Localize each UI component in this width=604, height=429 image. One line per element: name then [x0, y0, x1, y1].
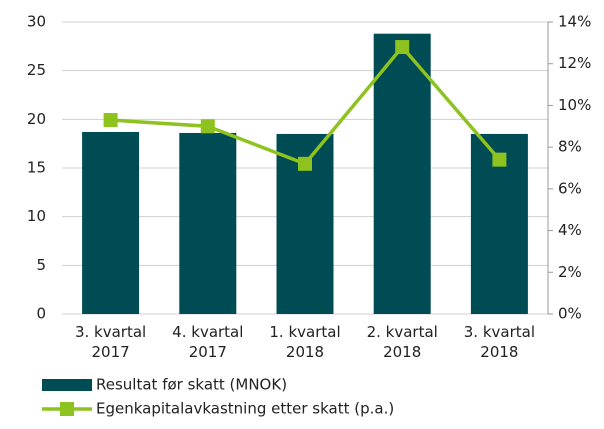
- y2-tick-label: 8%: [558, 138, 582, 156]
- x-tick-label: 2. kvartal 2018: [367, 323, 438, 361]
- x-tick-label: 1. kvartal 2018: [269, 323, 340, 361]
- line-marker: [492, 152, 507, 167]
- y2-tick-label: 12%: [558, 54, 591, 72]
- legend-swatch: [42, 379, 92, 391]
- y2-tick-label: 14%: [558, 13, 591, 31]
- line-marker: [298, 156, 312, 171]
- y-tick-label: 5: [36, 256, 46, 274]
- y-tick-label: 30: [27, 13, 46, 31]
- y2-tick-label: 4%: [558, 221, 582, 239]
- legend-label: Resultat før skatt (MNOK): [96, 376, 287, 394]
- y-tick-label: 0: [36, 305, 46, 323]
- x-tick-label: 3. kvartal 2018: [464, 323, 535, 361]
- legend-label: Egenkapitalavkastning etter skatt (p.a.): [96, 400, 394, 418]
- bar: [179, 132, 237, 314]
- bar: [373, 33, 431, 315]
- x-tick-label: 3. kvartal 2017: [75, 323, 146, 361]
- line-marker: [200, 119, 215, 134]
- y-tick-label: 10: [27, 207, 46, 225]
- y2-tick-label: 0%: [558, 305, 582, 323]
- x-tick-label: 4. kvartal 2017: [172, 323, 243, 361]
- legend-marker: [60, 402, 74, 416]
- bar: [82, 131, 140, 314]
- y-tick-label: 25: [27, 61, 46, 79]
- line-marker: [395, 40, 410, 55]
- y2-tick-label: 10%: [558, 96, 591, 114]
- y-tick-label: 20: [27, 110, 46, 128]
- y-tick-label: 15: [27, 159, 46, 177]
- y2-tick-label: 2%: [558, 263, 582, 281]
- line-marker: [103, 113, 118, 128]
- y2-tick-label: 6%: [558, 179, 582, 197]
